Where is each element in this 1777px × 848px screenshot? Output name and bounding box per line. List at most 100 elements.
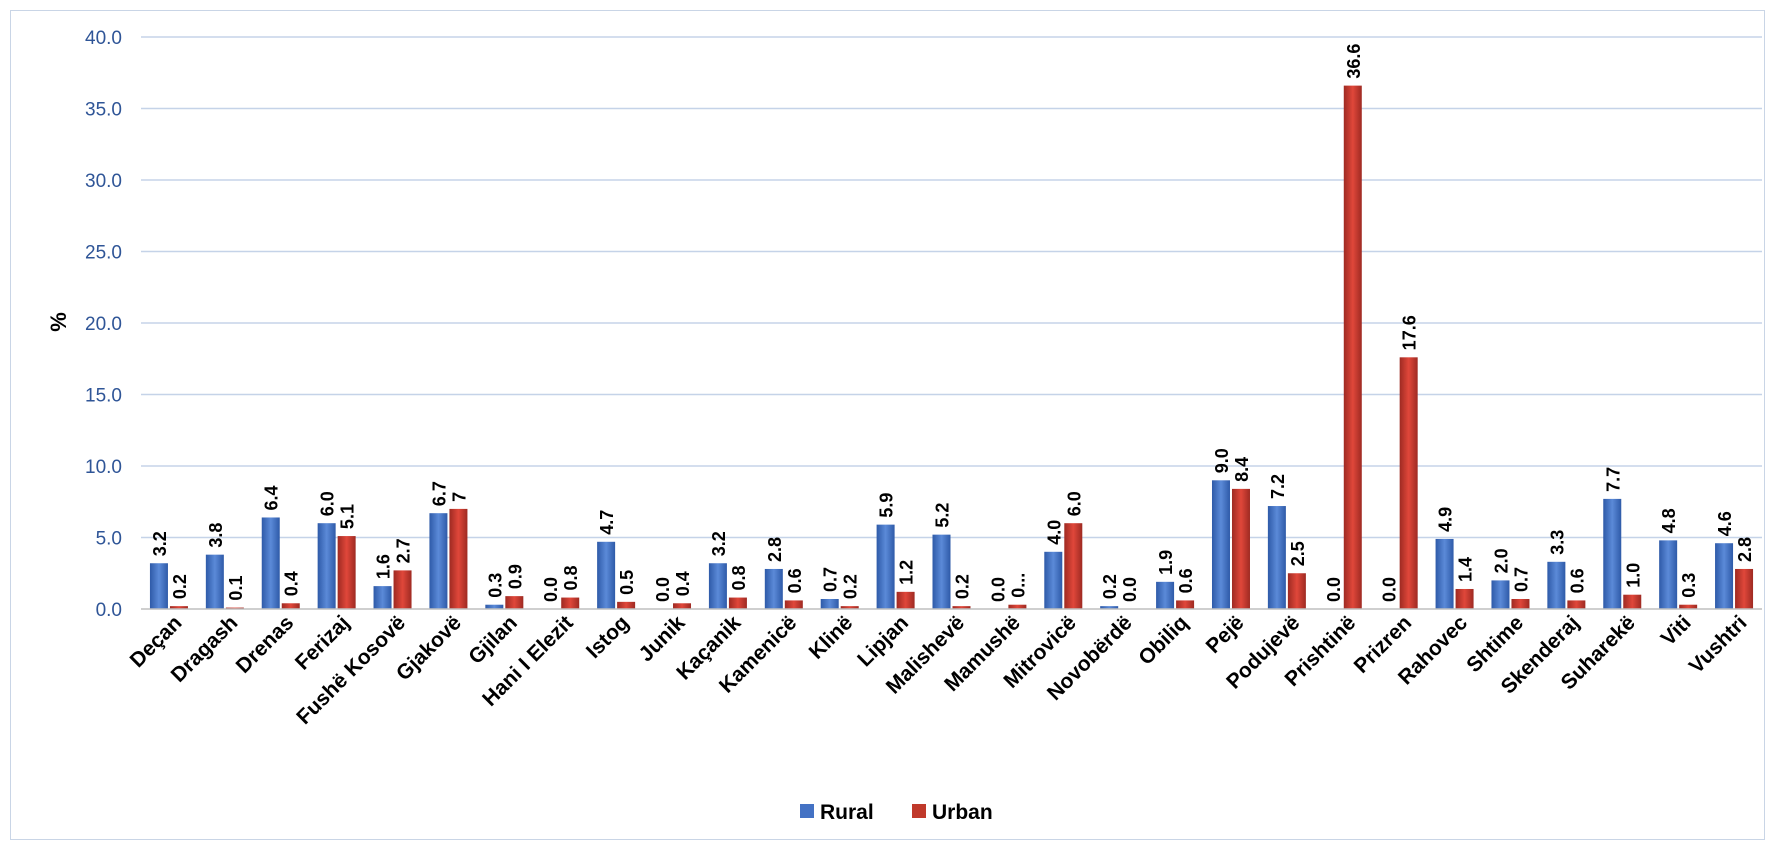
legend-swatch-urban (912, 804, 926, 818)
data-label-urban: 0.4 (673, 571, 693, 596)
data-label-urban: 1.0 (1623, 563, 1643, 588)
data-label-rural: 0.0 (1380, 577, 1400, 602)
bar-urban (840, 606, 859, 609)
data-label-urban: 2.5 (1288, 541, 1308, 566)
bar-rural (597, 541, 616, 609)
bar-urban (505, 596, 524, 609)
y-tick-label: 30.0 (85, 171, 122, 192)
bar-urban (449, 508, 468, 609)
data-label-urban: 0.4 (282, 571, 302, 596)
data-label-urban: 0.8 (561, 566, 581, 591)
data-label-rural: 6.0 (318, 491, 338, 516)
data-label-rural: 5.9 (877, 493, 897, 518)
bar-urban (896, 591, 915, 609)
data-label-rural: 0.0 (653, 577, 673, 602)
gridlines (141, 36, 1762, 539)
data-label-urban: 0... (1008, 573, 1028, 598)
data-label-rural: 0.0 (988, 577, 1008, 602)
bar-rural (876, 524, 895, 609)
y-tick-label: 35.0 (85, 100, 122, 121)
x-tick-label: Pejë (1202, 611, 1249, 658)
data-label-urban: 2.8 (1735, 537, 1755, 562)
data-label-urban: 0.9 (505, 564, 525, 589)
data-label-urban: 0.6 (1176, 568, 1196, 593)
data-label-rural: 0.2 (1100, 574, 1120, 599)
data-label-urban: 6.0 (1064, 491, 1084, 516)
y-axis-label: % (46, 312, 71, 332)
bar-rural (1100, 606, 1119, 609)
y-tick-label: 5.0 (96, 529, 122, 550)
data-label-urban: 0.3 (1679, 573, 1699, 598)
bar-rural (1603, 498, 1622, 609)
data-label-urban: 0.8 (729, 566, 749, 591)
data-label-urban: 0.5 (617, 570, 637, 595)
x-tick-label: Viti (1657, 611, 1696, 650)
data-label-rural: 7.2 (1268, 474, 1288, 499)
data-label-urban: 2.7 (394, 538, 414, 563)
bar-rural (261, 517, 280, 609)
bar-urban (1008, 604, 1027, 609)
bar-rural (429, 513, 448, 609)
x-tick-label: Vushtri (1685, 611, 1752, 678)
bar-rural (932, 534, 951, 609)
data-label-urban: 17.6 (1400, 315, 1420, 350)
data-label-rural: 7.7 (1603, 467, 1623, 492)
bar-rural (1211, 480, 1230, 609)
legend: Rural Urban (800, 801, 993, 824)
data-label-rural: 4.0 (1044, 520, 1064, 545)
data-label-urban: 0.7 (1511, 567, 1531, 592)
data-label-rural: 3.3 (1547, 530, 1567, 555)
x-tick-label: Drenas (232, 611, 299, 678)
bar-urban (784, 600, 803, 609)
bar-rural (1715, 543, 1734, 609)
data-label-urban: 0.0 (1120, 577, 1140, 602)
bar-urban (1679, 604, 1698, 609)
data-label-urban: 0.6 (1567, 568, 1587, 593)
bar-urban (1343, 85, 1362, 610)
bar-rural (1267, 506, 1286, 609)
bar-rural (1547, 561, 1566, 609)
data-label-rural: 1.9 (1156, 550, 1176, 575)
data-label-rural: 1.6 (374, 554, 394, 579)
data-label-rural: 2.0 (1491, 548, 1511, 573)
bar-rural (764, 568, 783, 609)
bar-urban (337, 536, 356, 609)
bar-urban (617, 601, 636, 609)
legend-label-rural: Rural (820, 801, 874, 824)
bar-urban (728, 597, 747, 609)
data-label-urban: 1.4 (1456, 557, 1476, 582)
bar-urban (1399, 357, 1418, 609)
bar-urban (561, 597, 580, 609)
data-label-urban: 5.1 (338, 504, 358, 529)
y-tick-label: 40.0 (85, 28, 122, 49)
data-label-rural: 0.0 (1324, 577, 1344, 602)
data-label-rural: 4.6 (1715, 511, 1735, 536)
data-label-urban: 1.2 (897, 560, 917, 585)
data-label-rural: 3.2 (150, 531, 170, 556)
bar-urban (1231, 488, 1250, 609)
legend-label-urban: Urban (932, 801, 993, 824)
y-axis-ticks: 0.0 5.0 10.0 15.0 20.0 25.0 30.0 35.0 40.0 (85, 28, 122, 621)
data-label-rural: 6.4 (262, 485, 282, 510)
bar-rural (1044, 551, 1063, 609)
bar-rural (1659, 540, 1678, 609)
data-label-urban: 36.6 (1344, 44, 1364, 79)
bar-rural (708, 563, 727, 609)
bar-urban (1567, 600, 1586, 609)
bar-urban (1455, 588, 1474, 609)
y-tick-label: 0.0 (96, 600, 122, 621)
bar-urban (393, 570, 412, 609)
bar-urban (1064, 523, 1083, 609)
data-label-urban: 8.4 (1232, 457, 1252, 482)
y-tick-label: 25.0 (85, 243, 122, 264)
data-label-urban: 0.2 (170, 574, 190, 599)
data-label-rural: 6.7 (429, 481, 449, 506)
bar-urban (281, 603, 300, 609)
data-label-urban: 0.2 (953, 574, 973, 599)
data-label-rural: 4.9 (1436, 507, 1456, 532)
bar-rural (485, 604, 504, 609)
bar-urban (1176, 600, 1195, 609)
y-tick-label: 10.0 (85, 457, 122, 478)
bar-urban (1511, 598, 1530, 609)
